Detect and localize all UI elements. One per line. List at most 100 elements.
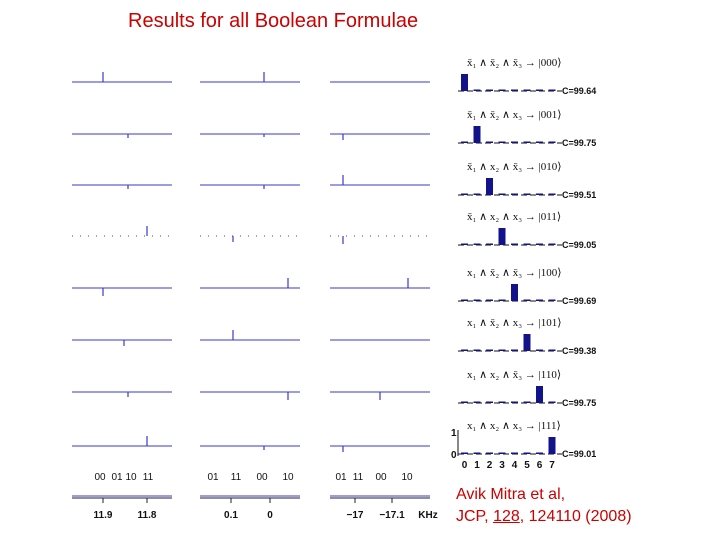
confidence-label: C=99.05 — [562, 240, 596, 250]
histogram-bar — [511, 141, 518, 143]
histogram-y-tick: 0 — [451, 450, 457, 461]
histogram-x-tick: 6 — [537, 460, 543, 471]
histogram-bar — [536, 89, 543, 91]
histogram-bar — [523, 243, 531, 245]
histogram-bar-peak — [511, 284, 518, 301]
histogram-bar — [511, 401, 518, 403]
formula-label: x̄₁ ∧ x₂ ∧ x₃ → |011⟩ — [467, 211, 561, 223]
transition-label: 11 — [353, 472, 364, 483]
histogram-bar — [461, 193, 468, 195]
histogram-bar — [473, 299, 481, 301]
histogram-bar — [548, 349, 556, 351]
histogram-bar — [523, 299, 531, 301]
transition-label: 00 — [256, 472, 268, 483]
frequency-unit: KHz — [418, 510, 437, 521]
histogram-bar — [486, 89, 493, 91]
formula-label: x₁ ∧ x₂ ∧ x̄₃ → |110⟩ — [467, 369, 561, 381]
histogram-bar — [473, 349, 481, 351]
histogram-bar — [548, 243, 556, 245]
histogram-bar — [461, 141, 468, 143]
axis-tick-label: 11.9 — [94, 510, 113, 521]
confidence-label: C=99.75 — [562, 138, 596, 148]
transition-label: 11 — [231, 472, 242, 483]
formula-label: x̄₁ ∧ x̄₂ ∧ x̄₃ → |000⟩ — [467, 57, 562, 69]
transition-label: 01 — [335, 472, 347, 483]
histogram-bar — [486, 452, 493, 454]
histogram-bar-peak — [473, 126, 481, 143]
histogram-bar — [473, 89, 481, 91]
histogram-bar — [523, 141, 531, 143]
transition-label: 11 — [143, 472, 154, 483]
histogram-x-tick: 5 — [524, 460, 530, 471]
histogram-bar — [523, 89, 531, 91]
histogram-bar — [498, 89, 506, 91]
histogram-bar — [548, 193, 556, 195]
histogram-bar — [498, 401, 506, 403]
histogram-bar — [548, 141, 556, 143]
histogram-bar — [536, 349, 543, 351]
spectra-grid — [72, 72, 430, 497]
citation: Avik Mitra et al, JCP, 128, 124110 (2008… — [456, 484, 632, 528]
transition-label: 00 — [375, 472, 387, 483]
histogram-bar — [461, 349, 468, 351]
axis-tick-label: 0 — [267, 510, 273, 521]
histogram-panels: x̄₁ ∧ x̄₂ ∧ x̄₃ → |000⟩ C=99.64 x̄₁ ∧ x̄₂ … — [451, 57, 596, 471]
formula-label: x₁ ∧ x̄₂ ∧ x₃ → |101⟩ — [467, 317, 562, 329]
transition-label: 10 — [125, 472, 137, 483]
transition-label: 10 — [401, 472, 413, 483]
citation-volume: 128 — [493, 508, 520, 525]
histogram-bar — [498, 299, 506, 301]
histogram-bar-peak — [461, 74, 468, 91]
histogram-bar — [536, 193, 543, 195]
axis-tick-label: −17.1 — [379, 510, 405, 521]
histogram-x-tick: 0 — [462, 460, 468, 471]
histogram-bar — [511, 243, 518, 245]
histogram-y-tick: 1 — [451, 428, 457, 439]
histogram-bar — [498, 193, 506, 195]
histogram-bar — [523, 401, 531, 403]
citation-pages-year: , 124110 (2008) — [519, 508, 632, 525]
formula-label: x̄₁ ∧ x̄₂ ∧ x₃ → |001⟩ — [467, 109, 562, 121]
histogram-bar — [498, 141, 506, 143]
histogram-bar — [461, 452, 468, 454]
histogram-bar — [473, 193, 481, 195]
histogram-bar — [486, 141, 493, 143]
histogram-bar — [523, 193, 531, 195]
axis-tick-label: 0.1 — [224, 510, 238, 521]
histogram-bar — [536, 141, 543, 143]
histogram-x-tick: 2 — [487, 460, 493, 471]
histogram-bar — [536, 452, 543, 454]
axis-tick-label: 11.8 — [138, 510, 157, 521]
histogram-bar — [511, 89, 518, 91]
histogram-bar — [486, 243, 493, 245]
histogram-bar — [473, 452, 481, 454]
transition-label: 01 — [207, 472, 219, 483]
confidence-label: C=99.51 — [562, 190, 596, 200]
transition-label: 10 — [282, 472, 294, 483]
histogram-bar — [461, 299, 468, 301]
transition-label: 00 — [94, 472, 106, 483]
histogram-bar — [548, 89, 556, 91]
histogram-bar — [511, 193, 518, 195]
histogram-bar — [536, 243, 543, 245]
histogram-bar — [536, 299, 543, 301]
confidence-label: C=99.01 — [562, 449, 596, 459]
confidence-label: C=99.69 — [562, 296, 596, 306]
slide-title: Results for all Boolean Formulae — [128, 10, 419, 32]
formula-label: x̄₁ ∧ x₂ ∧ x̄₃ → |010⟩ — [467, 161, 562, 173]
histogram-bar — [473, 401, 481, 403]
formula-label: x₁ ∧ x₂ ∧ x₃ → |111⟩ — [467, 420, 561, 432]
histogram-bar — [461, 243, 468, 245]
histogram-bar-peak — [498, 228, 506, 245]
histogram-bar-peak — [536, 386, 543, 403]
confidence-label: C=99.64 — [562, 86, 596, 96]
histogram-bar — [498, 452, 506, 454]
axis-tick-label: −17 — [347, 510, 364, 521]
histogram-bar — [548, 299, 556, 301]
confidence-label: C=99.75 — [562, 398, 596, 408]
citation-reference: JCP, 128, 124110 (2008) — [456, 506, 632, 528]
histogram-x-tick: 4 — [512, 460, 518, 471]
histogram-bar-peak — [548, 437, 556, 454]
